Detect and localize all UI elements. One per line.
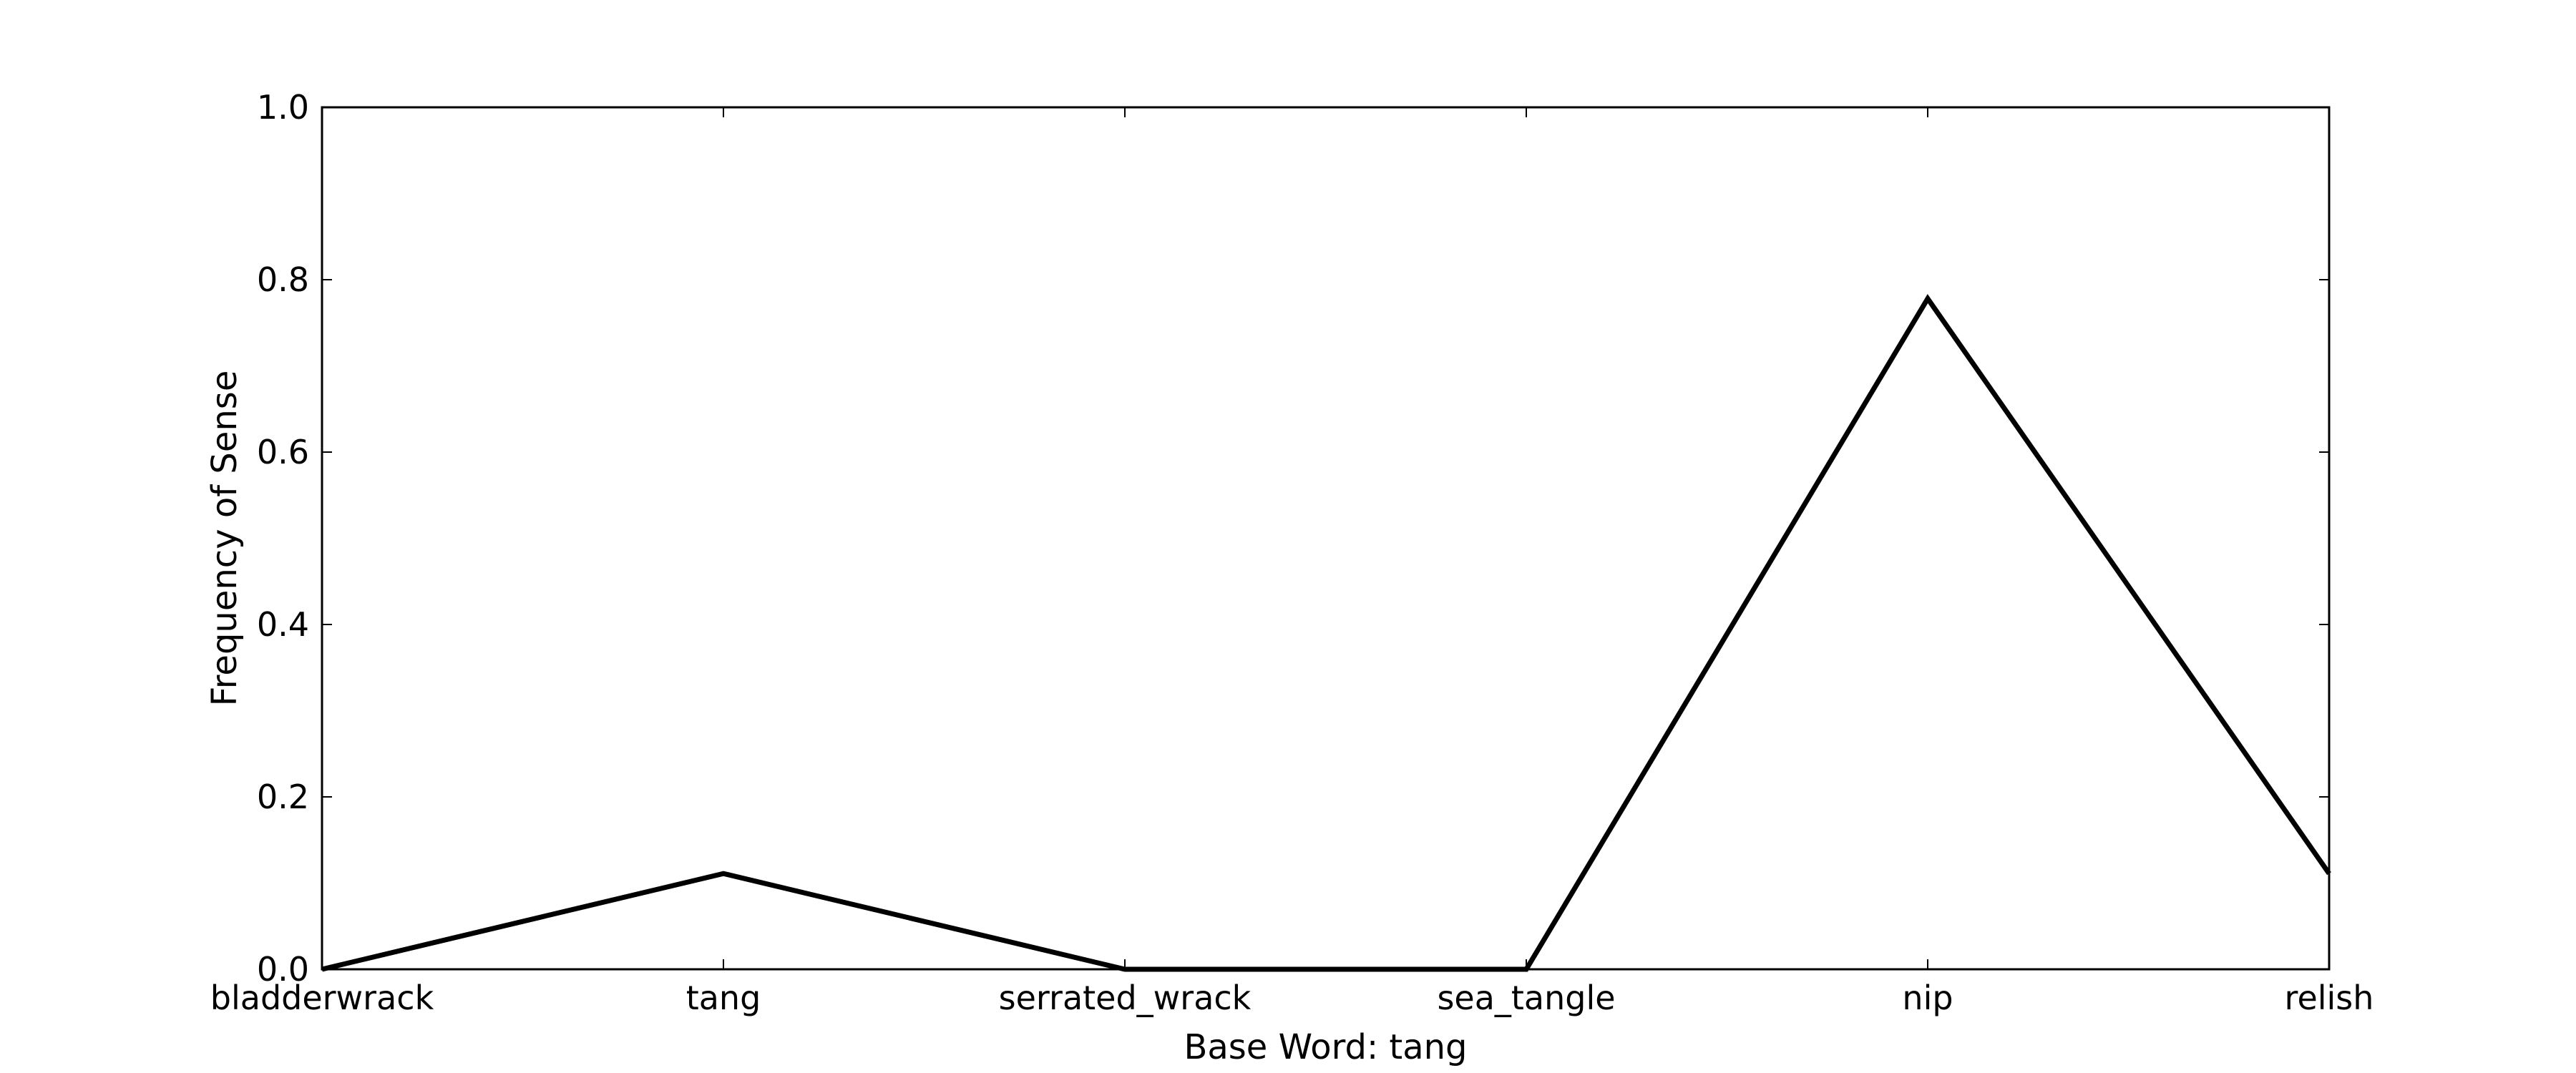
axis-ticks bbox=[321, 107, 2330, 970]
y-tick-label: 0.4 bbox=[257, 605, 309, 644]
y-tick-label: 0.2 bbox=[257, 778, 309, 816]
x-tick-label: relish bbox=[2285, 979, 2374, 1017]
x-axis-label: Base Word: tang bbox=[1184, 1027, 1467, 1067]
x-tick-label: bladderwrack bbox=[210, 979, 434, 1017]
y-tick-label: 0.6 bbox=[257, 433, 309, 471]
x-tick-label: sea_tangle bbox=[1437, 979, 1615, 1017]
x-tick-label: nip bbox=[1902, 979, 1953, 1017]
y-tick-label: 0.0 bbox=[257, 950, 309, 989]
x-tick-label: tang bbox=[686, 979, 761, 1017]
y-tick-label: 0.8 bbox=[257, 260, 309, 299]
series-layer bbox=[321, 294, 2331, 972]
tick-labels: 0.0 0.2 0.4 0.6 0.8 1.0 bladderwrack tang serrat… bbox=[210, 88, 2374, 1017]
y-axis-label: Frequency of Sense bbox=[205, 371, 245, 707]
x-tick-label: serrated_wrack bbox=[999, 979, 1252, 1017]
plot-frame bbox=[321, 106, 2331, 971]
series-line bbox=[321, 294, 2331, 972]
y-tick-label: 1.0 bbox=[257, 88, 309, 127]
